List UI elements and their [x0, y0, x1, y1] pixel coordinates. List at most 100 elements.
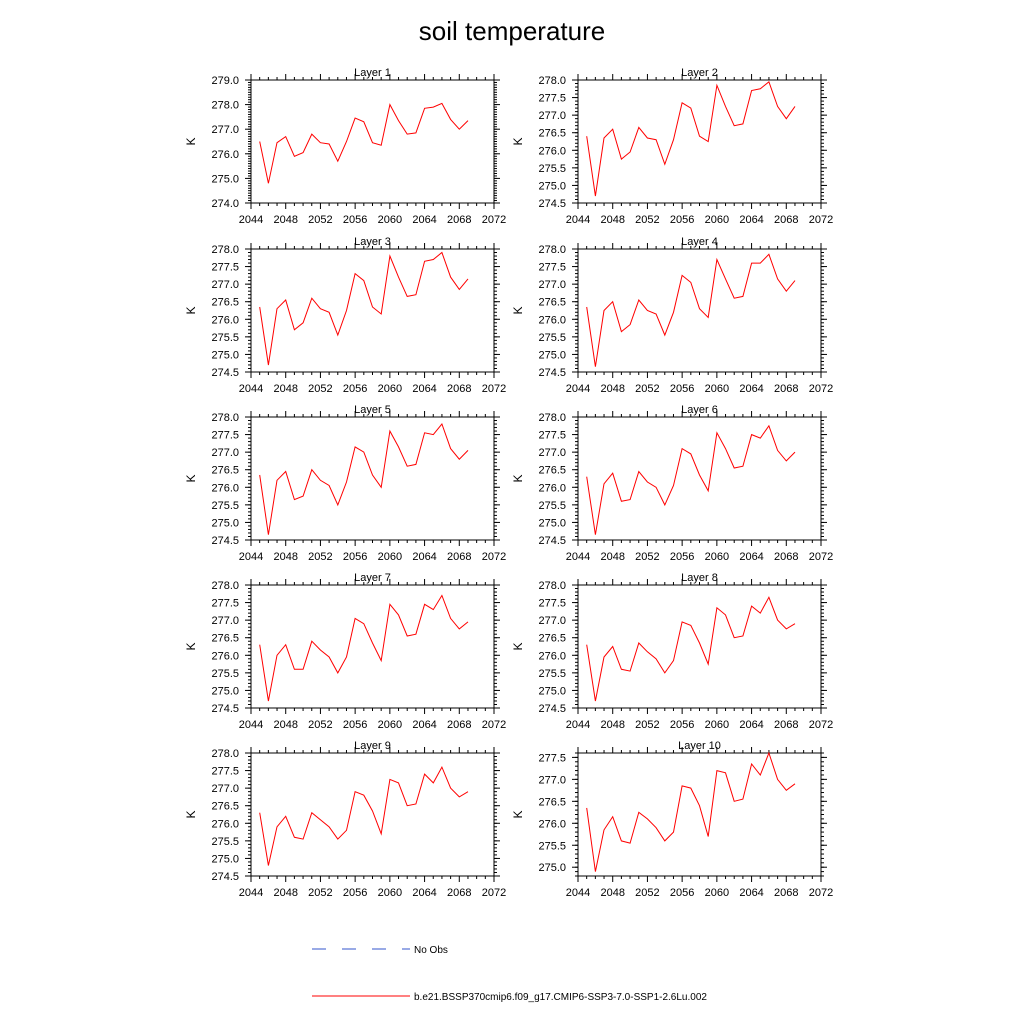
x-tick-label: 2064: [412, 551, 436, 563]
panel-layer-5: Layer 5 2044 2048 2052 2056 2060 2064 2068 2072 2…: [184, 404, 506, 563]
y-tick-label: 275.0: [538, 685, 566, 697]
plot-frame: [250, 248, 495, 373]
panel-layer-6: Layer 6 2044 2048 2052 2056 2060 2064 2068 2072 2…: [511, 404, 833, 563]
y-tick-label: 276.5: [538, 796, 566, 808]
series-line: [586, 80, 796, 197]
plot-frame: [577, 79, 822, 204]
x-tick-label: 2068: [447, 383, 471, 395]
series-line: [259, 102, 469, 184]
x-tick-label: 2072: [482, 383, 506, 395]
x-tick-label: 2064: [739, 719, 763, 731]
x-tick-label: 2056: [670, 383, 694, 395]
x-tick-label: 2072: [809, 887, 833, 899]
x-tick-label: 2064: [412, 383, 436, 395]
x-tick-label: 2056: [670, 551, 694, 563]
x-tick-label: 2072: [809, 551, 833, 563]
x-tick-label: 2044: [239, 887, 263, 899]
x-tick-label: 2060: [705, 719, 729, 731]
series-line: [586, 596, 796, 702]
y-axis-label: K: [511, 137, 525, 145]
panel-title: Layer 3: [354, 236, 391, 248]
y-tick-label: 275.0: [211, 173, 239, 185]
x-tick-label: 2048: [600, 551, 624, 563]
y-tick-label: 276.0: [211, 482, 239, 494]
y-tick-label: 277.0: [211, 783, 239, 795]
legend: No Obs b.e21.BSSP370cmip6.f09_g17.CMIP6-…: [312, 945, 707, 1003]
x-tick-label: 2068: [447, 214, 471, 226]
panel-title: Layer 10: [678, 740, 721, 752]
legend-model-label: b.e21.BSSP370cmip6.f09_g17.CMIP6-SSP3-7.…: [414, 992, 707, 1003]
x-tick-label: 2064: [412, 887, 436, 899]
y-tick-label: 276.5: [538, 128, 566, 140]
x-tick-label: 2052: [308, 383, 332, 395]
x-tick-label: 2068: [774, 719, 798, 731]
y-tick-label: 274.5: [538, 703, 566, 715]
y-tick-label: 278.0: [211, 412, 239, 424]
panel-title: Layer 6: [681, 404, 718, 416]
series-line: [259, 765, 469, 866]
x-tick-label: 2048: [273, 551, 297, 563]
plot-frame: [250, 584, 495, 709]
panel-layer-9: Layer 9 2044 2048 2052 2056 2060 2064 2068 2072 2…: [184, 740, 506, 899]
y-tick-label: 278.0: [211, 580, 239, 592]
panel-grid: Layer 1 2044 2048 2052 2056 2060 2064 2068 2072 2…: [184, 67, 833, 899]
x-tick-label: 2064: [739, 551, 763, 563]
x-tick-label: 2060: [705, 383, 729, 395]
y-tick-label: 276.0: [538, 818, 566, 830]
panel-layer-3: Layer 3 2044 2048 2052 2056 2060 2064 2068 2072 2…: [184, 236, 506, 395]
y-tick-label: 275.5: [211, 332, 239, 344]
y-tick-label: 276.5: [211, 465, 239, 477]
y-tick-label: 276.5: [538, 633, 566, 645]
x-tick-label: 2056: [670, 214, 694, 226]
plot-frame: [250, 752, 495, 877]
y-tick-label: 277.0: [211, 124, 239, 136]
x-tick-label: 2072: [809, 719, 833, 731]
y-tick-label: 278.0: [538, 412, 566, 424]
y-tick-label: 276.5: [538, 297, 566, 309]
x-tick-label: 2068: [447, 719, 471, 731]
x-tick-label: 2072: [482, 214, 506, 226]
x-tick-label: 2044: [566, 214, 590, 226]
y-tick-label: 277.5: [538, 93, 566, 105]
y-tick-label: 276.0: [538, 650, 566, 662]
x-tick-label: 2048: [273, 719, 297, 731]
x-tick-label: 2052: [635, 214, 659, 226]
x-tick-label: 2044: [239, 551, 263, 563]
y-tick-label: 274.5: [211, 871, 239, 883]
y-tick-label: 277.5: [211, 430, 239, 442]
series-line: [259, 594, 469, 702]
panel-layer-1: Layer 1 2044 2048 2052 2056 2060 2064 2068 2072 2…: [184, 67, 506, 226]
y-tick-label: 274.0: [211, 198, 239, 210]
y-tick-label: 277.5: [538, 430, 566, 442]
x-tick-label: 2072: [482, 719, 506, 731]
y-tick-label: 274.5: [211, 703, 239, 715]
x-tick-label: 2060: [705, 551, 729, 563]
x-tick-label: 2056: [670, 887, 694, 899]
y-tick-label: 274.5: [538, 367, 566, 379]
panel-title: Layer 1: [354, 67, 391, 79]
y-tick-label: 275.0: [211, 517, 239, 529]
x-tick-label: 2060: [378, 551, 402, 563]
x-tick-label: 2056: [343, 383, 367, 395]
y-tick-label: 277.0: [538, 447, 566, 459]
x-tick-label: 2060: [378, 214, 402, 226]
y-tick-label: 275.0: [538, 862, 566, 874]
x-tick-label: 2056: [343, 887, 367, 899]
y-tick-label: 277.5: [538, 262, 566, 274]
panel-layer-4: Layer 4 2044 2048 2052 2056 2060 2064 2068 2072 2…: [511, 236, 833, 395]
x-tick-label: 2044: [566, 383, 590, 395]
x-tick-label: 2048: [273, 214, 297, 226]
y-tick-label: 275.5: [538, 332, 566, 344]
panel-title: Layer 2: [681, 67, 718, 79]
x-tick-label: 2044: [239, 383, 263, 395]
y-tick-label: 274.5: [211, 535, 239, 547]
y-axis-label: K: [184, 137, 198, 145]
y-tick-label: 277.5: [538, 598, 566, 610]
x-tick-label: 2048: [600, 887, 624, 899]
x-tick-label: 2044: [239, 719, 263, 731]
y-axis-label: K: [511, 810, 525, 818]
y-axis-label: K: [184, 306, 198, 314]
y-tick-label: 277.5: [211, 262, 239, 274]
y-tick-label: 274.5: [211, 367, 239, 379]
